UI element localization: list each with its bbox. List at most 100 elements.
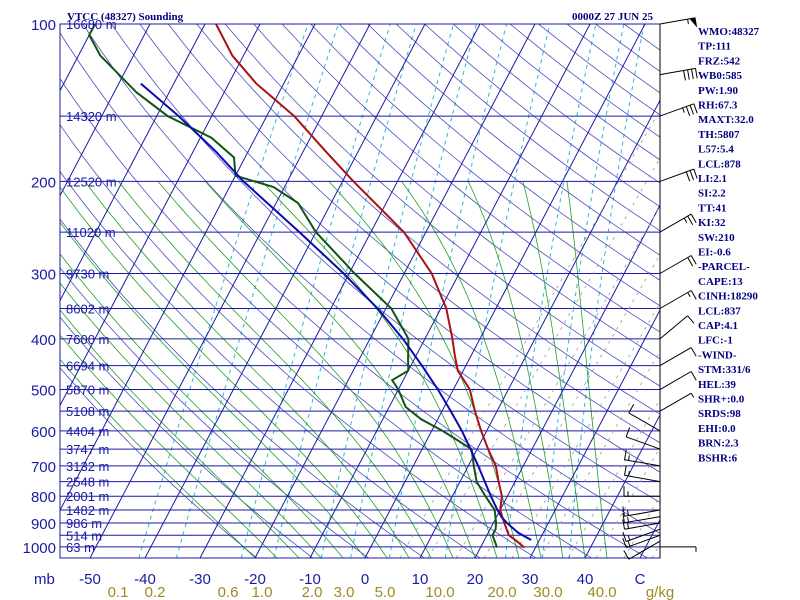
pressure-tick-label: 500 xyxy=(31,383,56,400)
barb-feather xyxy=(623,550,630,560)
moist-adiabat xyxy=(60,186,388,558)
barb-half-feather xyxy=(687,19,689,25)
barb-feather xyxy=(687,215,694,226)
barb-shaft xyxy=(624,459,661,467)
index-entry: RH:67.3 xyxy=(698,100,738,112)
guide-line xyxy=(511,302,660,558)
pressure-tick-label: 100 xyxy=(31,17,56,34)
barb-half-feather xyxy=(627,517,629,523)
wind-barb xyxy=(622,519,661,530)
wind-barb xyxy=(623,486,661,497)
dry-adiabat xyxy=(110,24,660,503)
barb-feather xyxy=(622,531,627,542)
temperature-tick-label: -10 xyxy=(299,571,321,588)
index-entry: SI:2.2 xyxy=(698,188,726,200)
barb-shaft xyxy=(659,392,692,412)
pressure-tick-label: 300 xyxy=(31,266,56,283)
dry-adiabat xyxy=(338,24,660,281)
wind-barb xyxy=(659,103,698,117)
height-label: 12520 m xyxy=(66,174,117,189)
height-label: 9730 m xyxy=(66,266,109,281)
barb-feather xyxy=(622,506,625,517)
isotherm-line xyxy=(60,24,261,407)
index-entry: TP:111 xyxy=(698,41,731,53)
moist-adiabat xyxy=(566,181,608,558)
height-label: 1482 m xyxy=(66,503,109,518)
index-entry: BRN:2.3 xyxy=(698,438,739,450)
mixing-ratio-line xyxy=(444,24,551,558)
wind-barb xyxy=(659,392,695,412)
barb-half-feather xyxy=(628,455,630,461)
wind-barb xyxy=(622,534,661,549)
height-label: 514 m xyxy=(66,528,102,543)
wind-barb xyxy=(624,449,661,467)
wind-barb xyxy=(625,427,661,450)
barb-half-feather xyxy=(687,292,691,298)
height-label: 5108 m xyxy=(66,404,109,419)
dry-adiabat xyxy=(60,77,592,558)
dry-adiabat xyxy=(60,218,425,558)
moist-adiabat xyxy=(467,181,564,558)
isotherm-line xyxy=(419,99,660,558)
guide-line xyxy=(427,157,660,558)
barb-feather xyxy=(687,69,690,80)
mixing-ratio-label: 20.0 xyxy=(487,584,516,600)
moist-adiabat xyxy=(60,221,366,558)
mixing-ratio-line xyxy=(350,24,477,558)
dry-adiabat xyxy=(253,24,660,360)
barb-shaft xyxy=(626,528,661,542)
height-label: 5870 m xyxy=(66,383,109,398)
barb-shaft xyxy=(626,534,661,549)
isotherm-line xyxy=(254,24,536,558)
index-entry: LI:2.1 xyxy=(698,173,727,185)
barb-shaft xyxy=(659,67,696,76)
barb-feather xyxy=(690,371,697,381)
barb-feather xyxy=(628,404,635,414)
height-label: 14320 m xyxy=(66,109,117,124)
dry-adiabat xyxy=(167,24,660,444)
height-label: 6694 m xyxy=(66,359,109,374)
index-entry: WB0:585 xyxy=(698,70,743,82)
index-entry: TH:5807 xyxy=(698,129,740,141)
wind-barb xyxy=(622,512,661,524)
dry-adiabat xyxy=(538,24,660,116)
mixing-ratio-line xyxy=(505,24,597,558)
height-label: 63 m xyxy=(66,540,95,555)
index-entry: SHR+:0.0 xyxy=(698,394,745,406)
pressure-tick-label: 800 xyxy=(31,489,56,506)
dry-adiabat xyxy=(367,24,660,256)
temperature-tick-label: -30 xyxy=(189,571,211,588)
chart-datetime: 0000Z 27 JUN 25 xyxy=(572,11,653,23)
temperature-tick-label: 0 xyxy=(361,571,369,588)
wind-barb xyxy=(622,506,661,517)
pressure-tick-label: 600 xyxy=(31,424,56,441)
index-entry: SW:210 xyxy=(698,232,735,244)
wind-barb xyxy=(659,315,695,340)
isotherm-line xyxy=(584,413,660,558)
barb-feather xyxy=(695,68,698,79)
dry-adiabat xyxy=(82,24,660,534)
pressure-tick-label: 200 xyxy=(31,174,56,191)
index-entry: FRZ:542 xyxy=(698,55,741,67)
mixing-ratio-label: 0.1 xyxy=(108,584,129,600)
index-entry: LCL:878 xyxy=(698,158,741,170)
dewpoint-line xyxy=(88,24,498,548)
isotherm-line xyxy=(60,24,151,197)
isotherm-line xyxy=(60,24,206,302)
barb-shaft xyxy=(659,213,692,233)
barb-shaft xyxy=(628,540,661,560)
index-entry: -WIND- xyxy=(698,349,737,361)
mixing-ratio-label: 1.0 xyxy=(252,584,273,600)
moist-adiabat xyxy=(60,282,322,558)
temperature-tick-label: 10 xyxy=(412,571,429,588)
barb-feather xyxy=(690,213,697,224)
wind-barb xyxy=(659,67,698,81)
guide-line xyxy=(455,205,660,558)
barb-shaft xyxy=(659,255,692,274)
index-entry: CINH:18290 xyxy=(698,291,758,303)
temperature-tick-label: -50 xyxy=(79,571,101,588)
moist-adiabat xyxy=(157,181,454,558)
mixing-ratio-label: 0.6 xyxy=(218,584,239,600)
wind-barb xyxy=(659,17,698,28)
moist-adiabat xyxy=(204,181,476,558)
